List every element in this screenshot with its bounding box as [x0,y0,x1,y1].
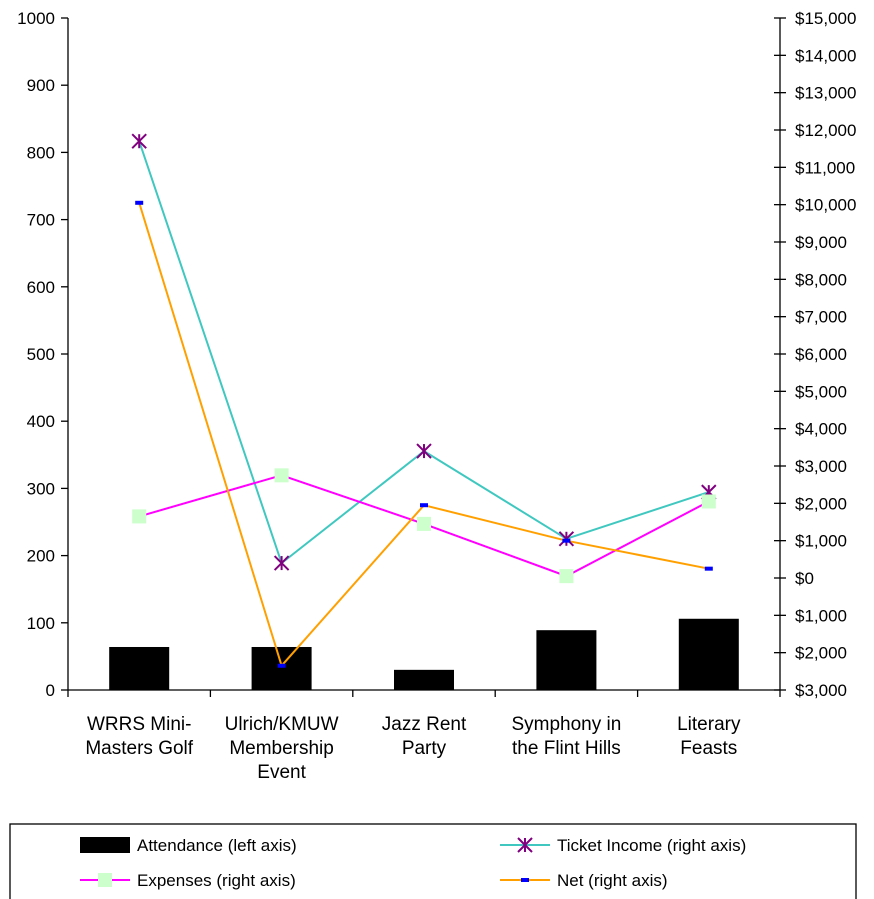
right-axis-tick-label: $3,000 [795,457,847,476]
legend-label: Expenses (right axis) [137,871,296,890]
right-axis-tick-label: $2,000 [795,644,847,663]
attendance-bar [109,646,170,690]
category-label-line: Party [402,738,447,759]
net-point [562,538,571,543]
category-label-line: Event [257,762,306,783]
attendance-bar [394,669,454,690]
right-axis-tick-label: $10,000 [795,196,856,215]
legend-swatch-attendance [80,837,130,853]
category-label: Literary Feasts [677,714,741,759]
category-label-line: Membership [229,738,334,759]
net-line [138,202,709,668]
left-axis-tick-label: 400 [27,412,55,431]
right-axis-tick-label: $7,000 [795,308,847,327]
right-axis-tick-label: $1,000 [795,606,847,625]
legend-label: Ticket Income (right axis) [557,836,746,855]
legend: Attendance (left axis) Ticket Income (rig… [9,823,857,899]
category-label-line: Ulrich/KMUW [225,714,339,735]
net-point [521,878,529,882]
expenses-point [417,516,431,531]
category-label-line: Feasts [680,738,737,759]
left-axis-tick-label: 0 [46,681,55,700]
attendance-bar [536,630,597,690]
left-axis-tick-label: 900 [27,76,55,95]
legend-box [9,823,857,899]
right-axis-tick-label: $0 [795,569,814,588]
right-axis-tick-label: $8,000 [795,270,847,289]
expenses-point [98,873,112,887]
left-axis-tick-label: 200 [27,547,55,566]
line-series [131,133,717,668]
right-axis-tick-label: $2,000 [795,494,847,513]
net-point [704,566,713,571]
category-label: Ulrich/KMUW Membership Event [225,714,339,783]
left-axis-tick-label: 700 [27,211,55,230]
expenses-point [701,494,716,509]
left-axis-tick-label: 300 [27,479,55,498]
category-label: Jazz Rent Party [382,714,467,759]
category-label-line: the Flint Hills [512,738,621,759]
expenses-point [132,509,147,524]
attendance-bar [678,618,739,690]
left-axis-tick-label: 600 [27,278,55,297]
right-axis-tick-label: $9,000 [795,233,847,252]
expenses-point [274,468,289,483]
attendance-bar [251,646,312,690]
left-axis: 0 100 200 300 400 500 600 700 800 900 1000 [17,9,69,700]
net-point [420,503,428,508]
right-axis-tick-label: $15,000 [795,9,856,28]
left-axis-tick-label: 1000 [17,9,55,28]
category-label-line: Symphony in [511,714,621,735]
attendance-bars [109,618,739,690]
right-axis-tick-label: $3,000 [795,681,847,700]
right-axis-tick-label: $14,000 [795,46,856,65]
category-label-line: WRRS Mini- [87,714,192,735]
left-axis-tick-label: 100 [27,614,55,633]
expenses-point [559,569,574,584]
x-axis [67,689,781,697]
category-label-line: Jazz Rent [382,714,467,735]
right-axis-tick-label: $11,000 [795,158,855,177]
net-point [277,663,286,668]
category-label-line: Masters Golf [85,738,193,759]
net-point [135,200,144,205]
category-label-line: Literary [677,714,741,735]
right-axis: $3,000 $2,000 $1,000 $0 $1,000 $2,000 $3,000 $4… [774,9,856,700]
right-axis-tick-label: $6,000 [795,345,847,364]
category-label: Symphony in the Flint Hills [511,714,621,759]
category-labels: WRRS Mini- Masters Golf Ulrich/KMUW Members… [85,714,741,783]
left-axis-tick-label: 500 [27,345,55,364]
right-axis-tick-label: $5,000 [795,382,847,401]
legend-label: Net (right axis) [557,871,668,890]
category-label: WRRS Mini- Masters Golf [85,714,193,759]
right-axis-tick-label: $1,000 [795,532,847,551]
ticket-income-line [138,140,710,565]
right-axis-tick-label: $12,000 [795,121,856,140]
right-axis-tick-label: $13,000 [795,84,856,103]
legend-label: Attendance (left axis) [137,836,297,855]
left-axis-tick-label: 800 [27,143,55,162]
right-axis-tick-label: $4,000 [795,420,847,439]
